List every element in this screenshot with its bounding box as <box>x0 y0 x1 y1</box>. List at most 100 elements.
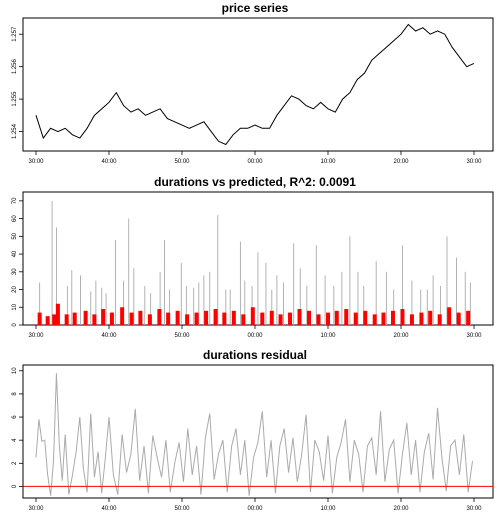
x-tick-label: 00:00 <box>247 159 263 165</box>
predicted-bar <box>400 309 405 325</box>
chart-title: price series <box>222 1 289 15</box>
predicted-bar <box>166 312 171 325</box>
predicted-bar <box>147 314 152 325</box>
predicted-bar <box>222 312 227 325</box>
x-tick-label: 10:00 <box>320 333 336 339</box>
predicted-bar <box>390 310 395 325</box>
x-axis: 30:00 40:00 50:00 00:00 10:00 20:00 30:00 <box>28 325 482 339</box>
predicted-bar <box>52 314 57 325</box>
x-tick-label: 50:00 <box>174 506 190 512</box>
y-tick-label: 0 <box>12 484 18 488</box>
predicted-bar <box>269 310 274 325</box>
predicted-bar <box>175 310 180 325</box>
y-tick-label: 70 <box>12 197 18 204</box>
x-tick-label: 40:00 <box>101 506 117 512</box>
x-tick-label: 50:00 <box>174 159 190 165</box>
predicted-bar <box>109 312 114 325</box>
predicted-bar <box>64 314 69 325</box>
x-tick-label: 30:00 <box>28 159 44 165</box>
predicted-bar <box>363 310 368 325</box>
y-tick-label: 1.254 <box>12 123 18 139</box>
y-tick-label: 0 <box>12 323 18 327</box>
predicted-bar <box>278 314 283 325</box>
durations-residual-panel: durations residual 30:00 40:00 50:00 00:00 1… <box>12 348 494 512</box>
y-tick-label: 10 <box>12 303 18 310</box>
predicted-bar <box>381 312 386 325</box>
predicted-bar <box>334 310 339 325</box>
predicted-bar <box>72 312 77 325</box>
predicted-bar <box>447 307 452 325</box>
x-tick-label: 30:00 <box>466 159 482 165</box>
price-series-panel: price series 30:00 40:00 50:00 00:00 10:00 20… <box>12 1 494 165</box>
y-tick-label: 50 <box>12 232 18 239</box>
plot-frame <box>22 17 494 152</box>
predicted-bar <box>353 312 358 325</box>
y-tick-label: 1.256 <box>12 58 18 74</box>
predicted-bar <box>344 309 349 325</box>
y-tick-label: 4 <box>12 438 18 442</box>
predicted-bar <box>194 312 199 325</box>
predicted-bar <box>260 312 265 325</box>
y-tick-label: 10 <box>12 367 18 374</box>
x-tick-label: 30:00 <box>28 506 44 512</box>
predicted-bar <box>372 314 377 325</box>
predicted-bar <box>231 310 236 325</box>
predicted-bar <box>428 310 433 325</box>
x-tick-label: 30:00 <box>28 333 44 339</box>
predicted-bar <box>316 314 321 325</box>
y-tick-label: 2 <box>12 461 18 465</box>
predicted-bar <box>297 309 302 325</box>
y-axis: 1.254 1.255 1.256 1.257 <box>12 26 23 139</box>
predicted-bar <box>37 312 42 325</box>
predicted-bar <box>92 314 97 325</box>
predicted-bar <box>120 307 125 325</box>
series-group <box>35 23 475 146</box>
predicted-bar <box>419 312 424 325</box>
series-group <box>23 373 493 496</box>
y-tick-label: 1.257 <box>12 26 18 42</box>
predicted-bar <box>138 310 143 325</box>
predicted-bar <box>466 310 471 325</box>
x-tick-label: 30:00 <box>466 506 482 512</box>
series-group <box>37 200 471 325</box>
y-tick-label: 30 <box>12 268 18 275</box>
plot-frame <box>22 364 494 499</box>
chart-title: durations residual <box>203 348 307 362</box>
x-tick-label: 00:00 <box>247 506 263 512</box>
predicted-bar <box>326 312 330 325</box>
x-axis: 30:00 40:00 50:00 00:00 10:00 20:00 30:00 <box>28 498 482 512</box>
x-axis: 30:00 40:00 50:00 00:00 10:00 20:00 30:00 <box>28 151 482 165</box>
y-tick-label: 20 <box>12 286 18 293</box>
x-tick-label: 20:00 <box>393 506 409 512</box>
predicted-bar <box>241 314 246 325</box>
y-tick-label: 1.255 <box>12 91 18 107</box>
predicted-bar <box>307 310 312 325</box>
durations-predicted-panel: durations vs predicted, R^2: 0.0091 30:0… <box>12 175 494 339</box>
predicted-bar <box>250 307 255 325</box>
predicted-bar <box>83 310 88 325</box>
predicted-bar <box>456 312 461 325</box>
x-tick-label: 20:00 <box>393 333 409 339</box>
x-tick-label: 50:00 <box>174 333 190 339</box>
x-tick-label: 10:00 <box>320 506 336 512</box>
predicted-bar <box>101 309 106 325</box>
x-tick-label: 00:00 <box>247 333 263 339</box>
predicted-bar <box>129 312 134 325</box>
x-tick-label: 40:00 <box>101 159 117 165</box>
y-tick-label: 40 <box>12 250 18 257</box>
series-line <box>35 373 474 496</box>
y-tick-label: 8 <box>12 392 18 396</box>
predicted-bar <box>437 314 442 325</box>
predicted-bar <box>213 309 218 325</box>
predicted-bar <box>288 312 293 325</box>
x-tick-label: 40:00 <box>101 333 117 339</box>
predicted-bar <box>409 314 414 325</box>
x-tick-label: 10:00 <box>320 159 336 165</box>
predicted-bar <box>185 314 190 325</box>
predicted-bar <box>204 310 209 325</box>
predicted-bar <box>45 316 50 325</box>
y-tick-label: 6 <box>12 415 18 419</box>
predicted-bar <box>55 303 60 325</box>
y-axis: 0 10 20 30 40 50 60 70 <box>12 197 23 327</box>
